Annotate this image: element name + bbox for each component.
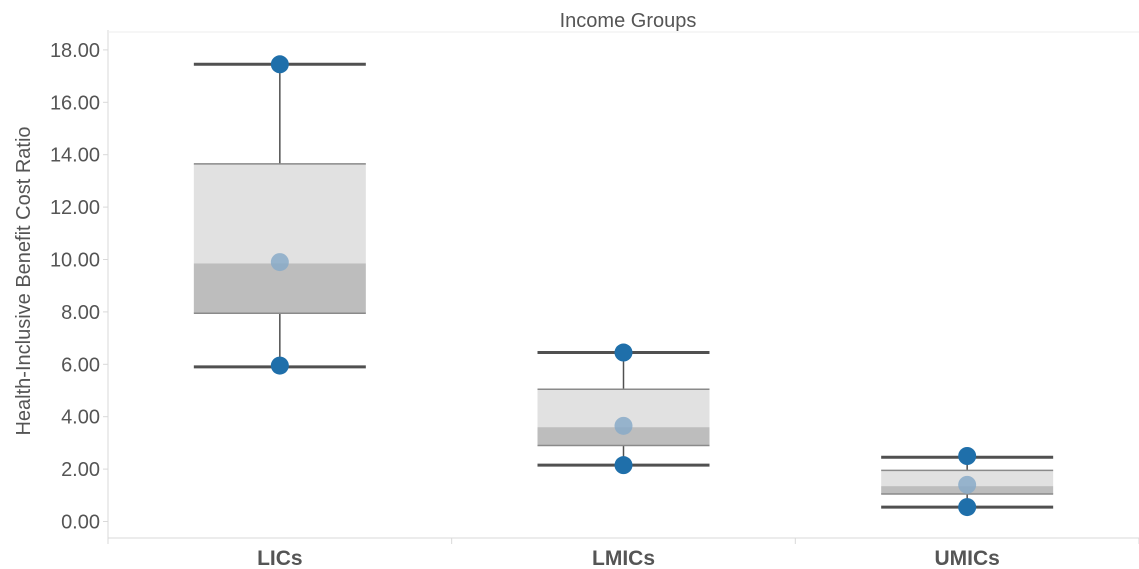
y-axis-label: Health-Inclusive Benefit Cost Ratio	[13, 126, 35, 435]
x-category-label: UMICs	[934, 547, 999, 569]
data-point-umics	[958, 498, 977, 517]
data-point-lics	[270, 356, 289, 375]
data-point-lmics	[614, 456, 633, 475]
y-tick-label: 16.00	[50, 92, 100, 114]
data-point-lics	[270, 55, 289, 74]
y-tick-label: 8.00	[61, 302, 100, 324]
data-point-umics	[958, 475, 977, 494]
box-lower-lmics	[537, 427, 710, 446]
plot-area: 0.00 2.00 4.00 6.00 8.00 10.00 12.00 14.00 16.00…	[50, 30, 1139, 569]
y-tick-label: 10.00	[50, 250, 100, 272]
y-tick-label: 18.00	[50, 40, 100, 62]
data-point-lmics	[614, 343, 633, 362]
box-upper-lics	[193, 163, 366, 264]
data-point-lmics	[614, 416, 633, 435]
x-category-label: LMICs	[592, 547, 655, 569]
y-tick-label: 4.00	[61, 407, 100, 429]
box-lower-lics	[193, 263, 366, 314]
y-tick-label: 6.00	[61, 354, 100, 376]
y-tick-label: 12.00	[50, 197, 100, 219]
y-tick-label: 2.00	[61, 459, 100, 481]
y-tick-label: 0.00	[61, 512, 100, 534]
data-point-lics	[270, 253, 289, 272]
chart-title: Income Groups	[560, 10, 697, 32]
y-tick-label: 14.00	[50, 145, 100, 167]
x-category-label: LICs	[257, 547, 303, 569]
data-point-umics	[958, 447, 977, 465]
